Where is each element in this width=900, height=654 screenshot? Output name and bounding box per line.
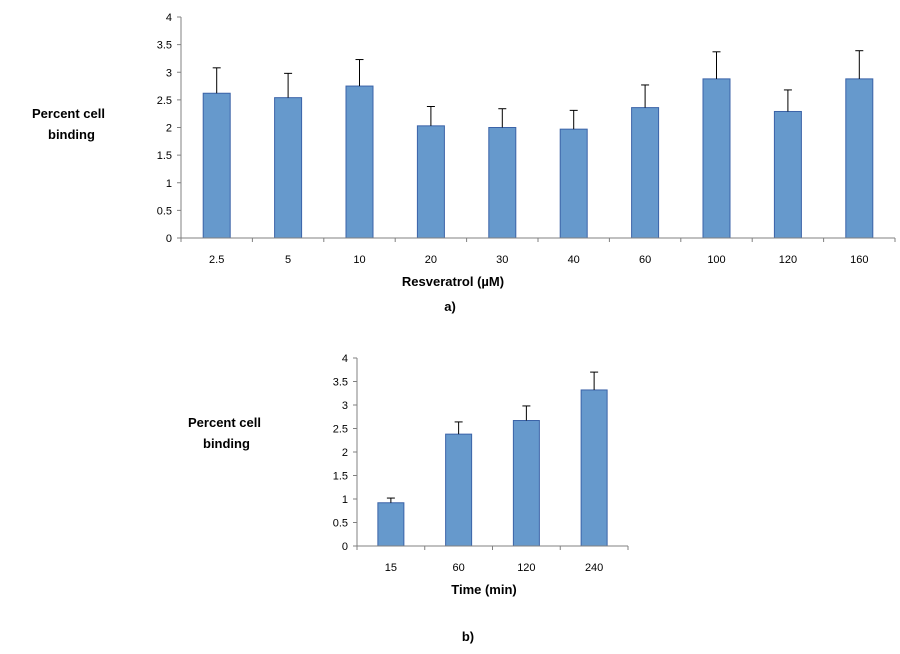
chart-a-bar — [274, 97, 303, 239]
chart-a-bar — [559, 128, 588, 239]
chart-a-xtick-label: 10 — [353, 254, 365, 266]
chart-a-bar — [202, 92, 231, 239]
chart-a-ytick-label: 1 — [166, 178, 172, 190]
chart-a-xtick-label: 40 — [568, 254, 580, 266]
chart-a-ytick-label: 1.5 — [157, 150, 172, 162]
chart-a-bar — [488, 127, 517, 239]
chart-a-xtick-label: 5 — [285, 254, 291, 266]
chart-b-ylabel-line-2: binding — [203, 436, 250, 451]
chart-a-ylabel-line-2: binding — [48, 127, 95, 142]
chart-b-ytick-label: 2 — [342, 447, 348, 459]
chart-b-ytick-label: 4 — [342, 353, 348, 365]
chart-b-xtick-label: 240 — [585, 562, 603, 574]
chart-b-bar — [580, 389, 608, 547]
chart-a-bar — [773, 110, 802, 239]
chart-a-ytick-label: 2 — [166, 123, 172, 135]
chart-a-ytick-label: 0 — [166, 233, 172, 245]
chart-a-xtick-label: 30 — [496, 254, 508, 266]
chart-a-bar — [345, 85, 374, 239]
chart-a-ytick-label: 2.5 — [157, 95, 172, 107]
chart-a-panel-label: a) — [444, 299, 456, 314]
chart-a-bar — [416, 125, 445, 239]
chart-b-ytick-label: 0 — [342, 541, 348, 553]
chart-b-ytick-label: 2.5 — [333, 424, 348, 436]
chart-b-xtick-label: 60 — [453, 562, 465, 574]
chart-b-ytick-label: 1 — [342, 494, 348, 506]
chart-a-xtick-label: 60 — [639, 254, 651, 266]
chart-a-xtick-label: 160 — [850, 254, 868, 266]
chart-b-xtick-label: 120 — [517, 562, 535, 574]
chart-b-ytick-label: 0.5 — [333, 518, 348, 530]
chart-a-xtick-label: 120 — [779, 254, 797, 266]
chart-a-ytick-label: 4 — [166, 12, 172, 24]
chart-a-bar — [702, 78, 731, 239]
chart-a-ylabel-line-1: Percent cell — [32, 106, 105, 121]
chart-b-ytick-label: 3.5 — [333, 377, 348, 389]
chart-a-ytick-label: 0.5 — [157, 205, 172, 217]
chart-b-ytick-label: 3 — [342, 400, 348, 412]
chart-b-bar — [512, 420, 540, 547]
chart-a: Percent cell binding 0 0.5 1 1.5 2 2.5 3 3.5 4 2… — [32, 12, 896, 314]
chart-a-xtick-label: 2.5 — [209, 254, 224, 266]
chart-b-xlabel: Time (min) — [451, 582, 517, 597]
chart-a-xtick-label: 20 — [425, 254, 437, 266]
chart-a-ytick-label: 3.5 — [157, 40, 172, 52]
chart-b: Percent cell binding 0 0.5 1 1.5 2 2.5 3 3.5 4 1… — [188, 353, 629, 644]
chart-b-ylabel-line-1: Percent cell — [188, 415, 261, 430]
chart-a-ytick-label: 3 — [166, 67, 172, 79]
chart-a-xlabel: Resveratrol (µM) — [402, 274, 504, 289]
chart-b-ytick-label: 1.5 — [333, 471, 348, 483]
chart-a-bar — [631, 107, 660, 239]
chart-b-xtick-label: 15 — [385, 562, 397, 574]
chart-a-bar — [845, 78, 874, 239]
chart-b-bar — [445, 433, 473, 547]
chart-a-xtick-label: 100 — [707, 254, 725, 266]
chart-b-bar — [377, 502, 405, 547]
chart-b-panel-label: b) — [462, 629, 474, 644]
